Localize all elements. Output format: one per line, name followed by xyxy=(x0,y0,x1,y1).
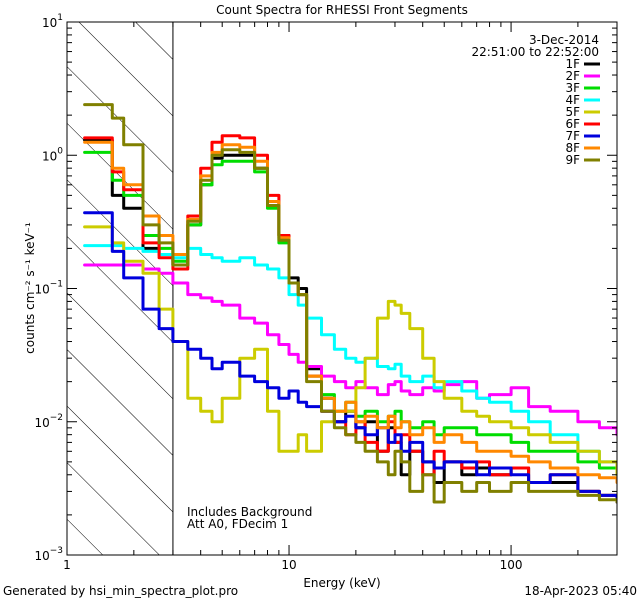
x-axis-label: Energy (keV) xyxy=(303,576,380,590)
y-tick-label: 101 xyxy=(42,13,63,30)
date-label: 3-Dec-2014 xyxy=(529,33,599,47)
series-line-8F xyxy=(83,140,617,484)
x-tick-label: 10 xyxy=(281,558,296,572)
series-line-9F xyxy=(83,103,617,504)
chart-title: Count Spectra for RHESSI Front Segments xyxy=(216,3,468,17)
footer-timestamp: 18-Apr-2023 05:40 xyxy=(524,584,637,598)
x-tick-label: 100 xyxy=(500,558,523,572)
y-tick-label: 10−3 xyxy=(34,546,63,563)
legend-label-6F: 6F xyxy=(565,117,580,131)
y-tick-label: 10−2 xyxy=(34,413,63,430)
legend-label-2F: 2F xyxy=(565,69,580,83)
legend-label-3F: 3F xyxy=(565,81,580,95)
series-line-4F xyxy=(83,244,617,470)
series-line-7F xyxy=(83,211,617,504)
y-tick-label: 100 xyxy=(42,146,63,163)
y-tick-label: 10−1 xyxy=(34,280,63,297)
legend-label-9F: 9F xyxy=(565,153,580,167)
tick-group: 1 10 100 10−3 10−2 10−1 100 101 xyxy=(34,13,618,572)
legend-label-5F: 5F xyxy=(565,105,580,119)
attenuator-hatch-region xyxy=(67,22,173,555)
legend-label-8F: 8F xyxy=(565,141,580,155)
legend-label-4F: 4F xyxy=(565,93,580,107)
series-group xyxy=(83,103,617,504)
footer-generated-by: Generated by hsi_min_spectra_plot.pro xyxy=(3,584,238,598)
annotation-background: Includes Background xyxy=(187,505,312,519)
y-axis-label: counts cm⁻² s⁻¹ keV⁻¹ xyxy=(23,222,37,354)
time-range-label: 22:51:00 to 22:52:00 xyxy=(472,45,599,59)
legend-label-1F: 1F xyxy=(565,57,580,71)
legend-label-7F: 7F xyxy=(565,129,580,143)
annotation-attenuator: Att A0, FDecim 1 xyxy=(187,517,288,531)
x-tick-label: 1 xyxy=(63,558,71,572)
